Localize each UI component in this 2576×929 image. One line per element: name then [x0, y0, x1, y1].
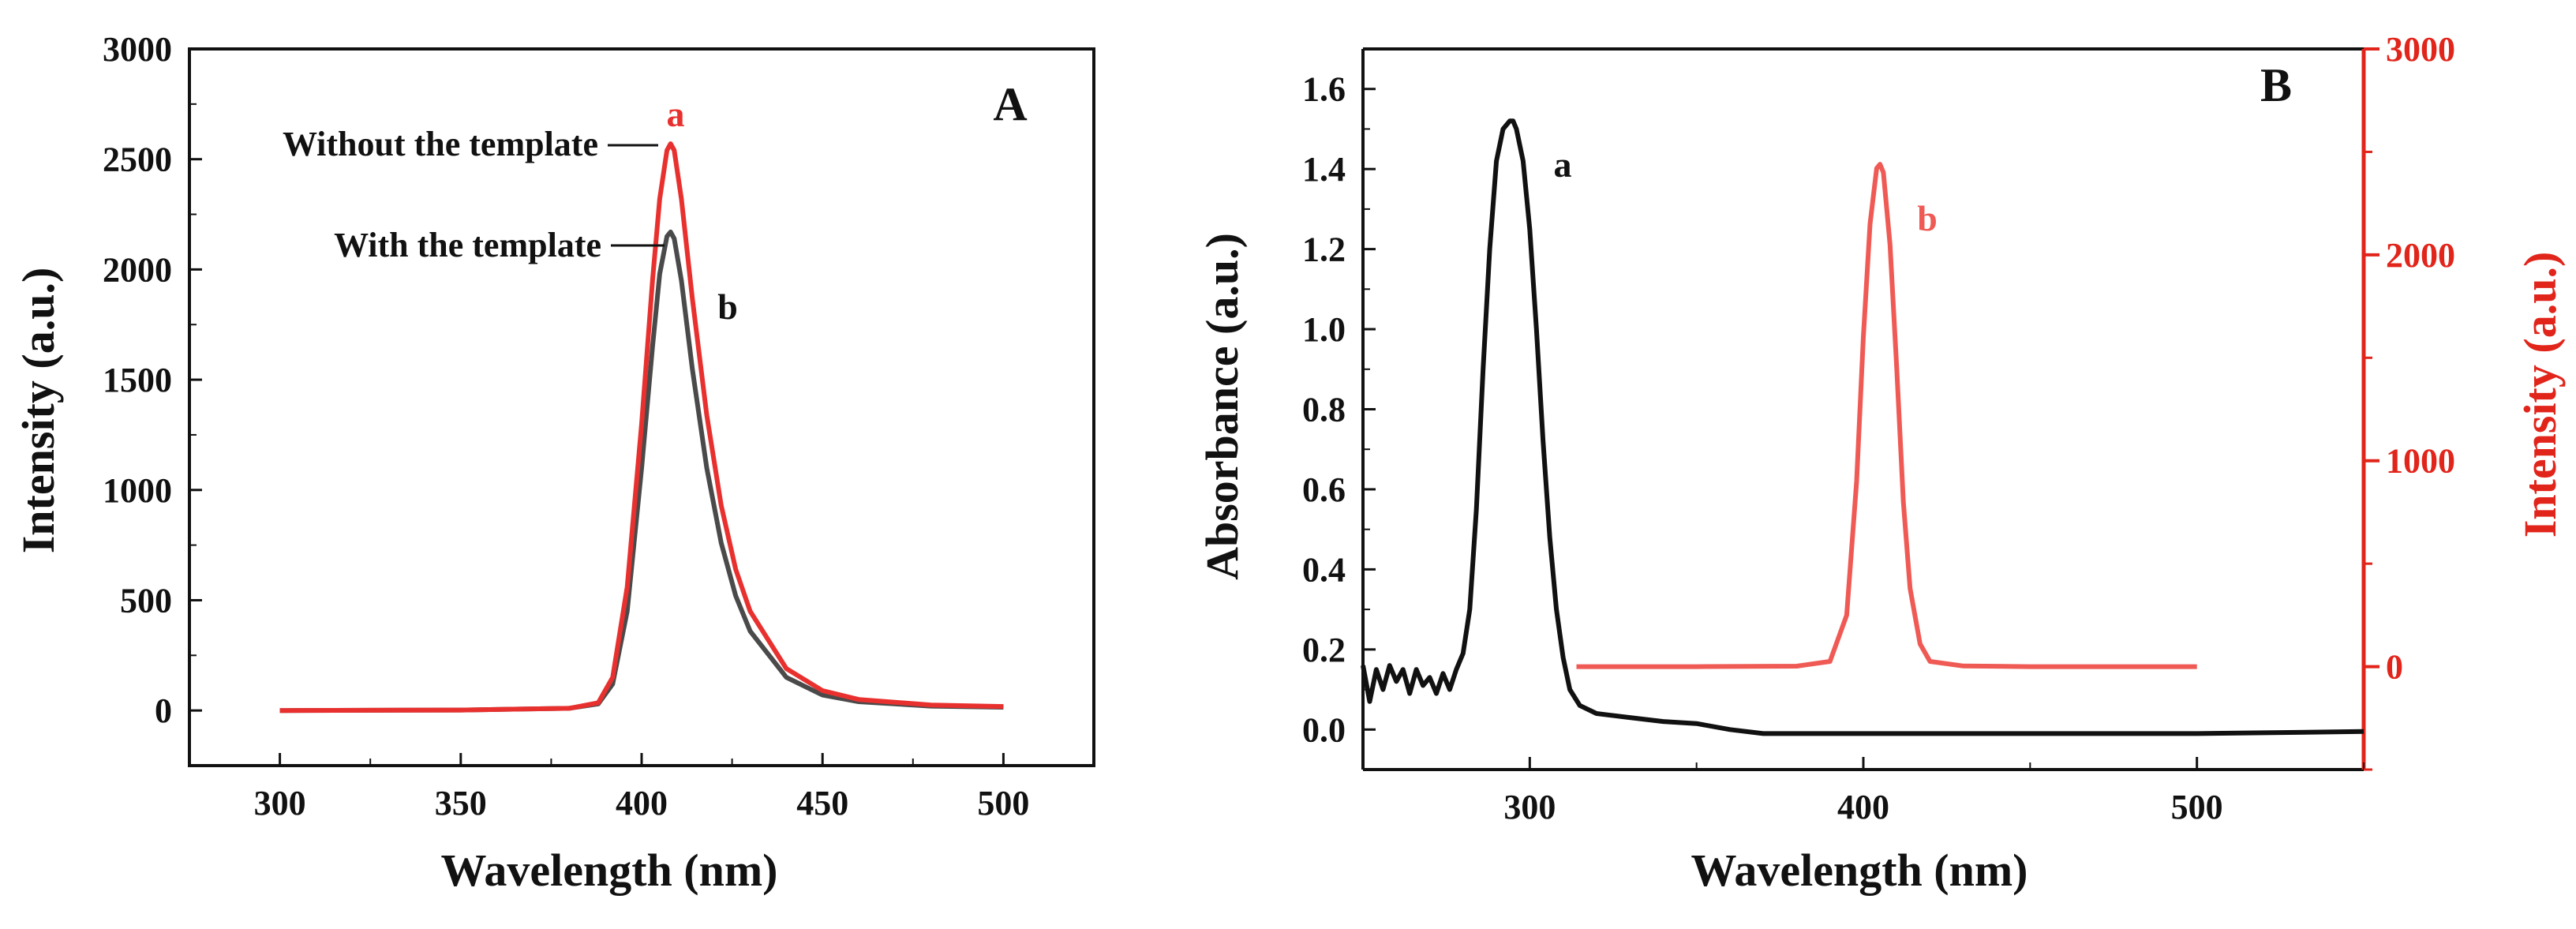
- panel-a-x-tick-label: 350: [435, 784, 487, 822]
- panel-b-series: [1361, 118, 2364, 736]
- panel-b-label-b: b: [1917, 198, 1938, 238]
- panel-a-y-tick-label: 1000: [103, 471, 172, 510]
- panel-a-y-tick-label: 0: [155, 691, 172, 730]
- panel-a-series: [279, 141, 1004, 714]
- panel-b-left-y-tick-label: 1.4: [1302, 150, 1346, 189]
- panel-b-left-y-axis-label: Absorbance (a.u.): [1196, 233, 1248, 580]
- panel-a-x-tick-label: 300: [254, 784, 306, 822]
- panel-a-x-axis: 300 350 400 450 500: [254, 753, 1029, 822]
- panel-b-series-a-line: [1361, 118, 2364, 736]
- panel-b-right-y-axis-label: Intensity (a.u.): [2514, 252, 2566, 538]
- panel-a-y-tick-label: 2500: [103, 140, 172, 179]
- panel-a-label-b: b: [717, 287, 738, 327]
- panel-b-right-y-tick-label: 3000: [2386, 30, 2455, 69]
- panel-b-right-y-axis: 0 1000 2000 3000: [2364, 30, 2455, 771]
- panel-b-left-y-axis: 0.0 0.2 0.4 0.6 0.8 1.0 1.2 1.4 1.6: [1302, 70, 1376, 749]
- panel-b-series-b-line: [1576, 162, 2197, 669]
- panel-a-annotation-with-template: With the template: [334, 226, 601, 264]
- panel-a-label-a: a: [667, 94, 685, 134]
- panel-a-x-axis-label: Wavelength (nm): [441, 845, 778, 896]
- panel-b-x-axis: 300 400 500: [1362, 757, 2364, 826]
- panel-b-x-axis-label: Wavelength (nm): [1691, 845, 2028, 896]
- panel-b-right-y-tick-label: 0: [2386, 648, 2403, 687]
- panel-b-left-y-tick-label: 0.6: [1302, 470, 1346, 509]
- panel-b-left-y-tick-label: 0.2: [1302, 631, 1346, 669]
- panel-b-left-y-tick-label: 1.2: [1302, 230, 1346, 269]
- panel-a-x-tick-label: 400: [616, 784, 668, 822]
- panel-a-y-tick-label: 2000: [103, 250, 172, 289]
- panel-a-y-tick-label: 1500: [103, 361, 172, 399]
- panel-b-right-y-tick-label: 2000: [2386, 236, 2455, 275]
- panel-b-left-y-tick-label: 1.6: [1302, 70, 1346, 109]
- panel-b-x-tick-label: 400: [1837, 788, 1889, 826]
- panel-b-letter: B: [2260, 59, 2292, 111]
- panel-b-left-y-tick-label: 0.0: [1302, 710, 1346, 749]
- panel-b-left-y-tick-label: 0.8: [1302, 391, 1346, 429]
- panel-a-y-axis: 0 500 1000 1500 2000 2500 3000: [103, 30, 202, 730]
- panel-a-y-axis-label: Intensity (a.u.): [13, 268, 64, 554]
- panel-a-letter: A: [993, 78, 1027, 130]
- panel-b-right-y-tick-label: 1000: [2386, 442, 2455, 481]
- panel-b-x-tick-label: 300: [1503, 788, 1556, 826]
- panel-b-left-y-tick-label: 1.0: [1302, 310, 1346, 349]
- panel-a-x-tick-label: 450: [796, 784, 848, 822]
- panel-a-series-a-line: [279, 141, 1004, 714]
- panel-b-left-y-tick-label: 0.4: [1302, 550, 1346, 589]
- panel-b-x-tick-label: 500: [2171, 788, 2223, 826]
- panel-a-annotation-without-template: Without the template: [283, 125, 598, 163]
- panel-a-y-tick-label: 3000: [103, 30, 172, 69]
- panel-a-x-tick-label: 500: [977, 784, 1029, 822]
- panel-a-y-tick-label: 500: [120, 581, 172, 620]
- panel-b-chart: 300 400 500 0.0 0.2 0.4 0.6 0.8 1.0 1.2 1.4 1.6 0 1…: [1196, 30, 2566, 896]
- panel-a-chart: 300 350 400 450 500 0 500 1000 1500 2000 2500 3000…: [13, 30, 1095, 896]
- panel-b-label-a: a: [1554, 144, 1572, 185]
